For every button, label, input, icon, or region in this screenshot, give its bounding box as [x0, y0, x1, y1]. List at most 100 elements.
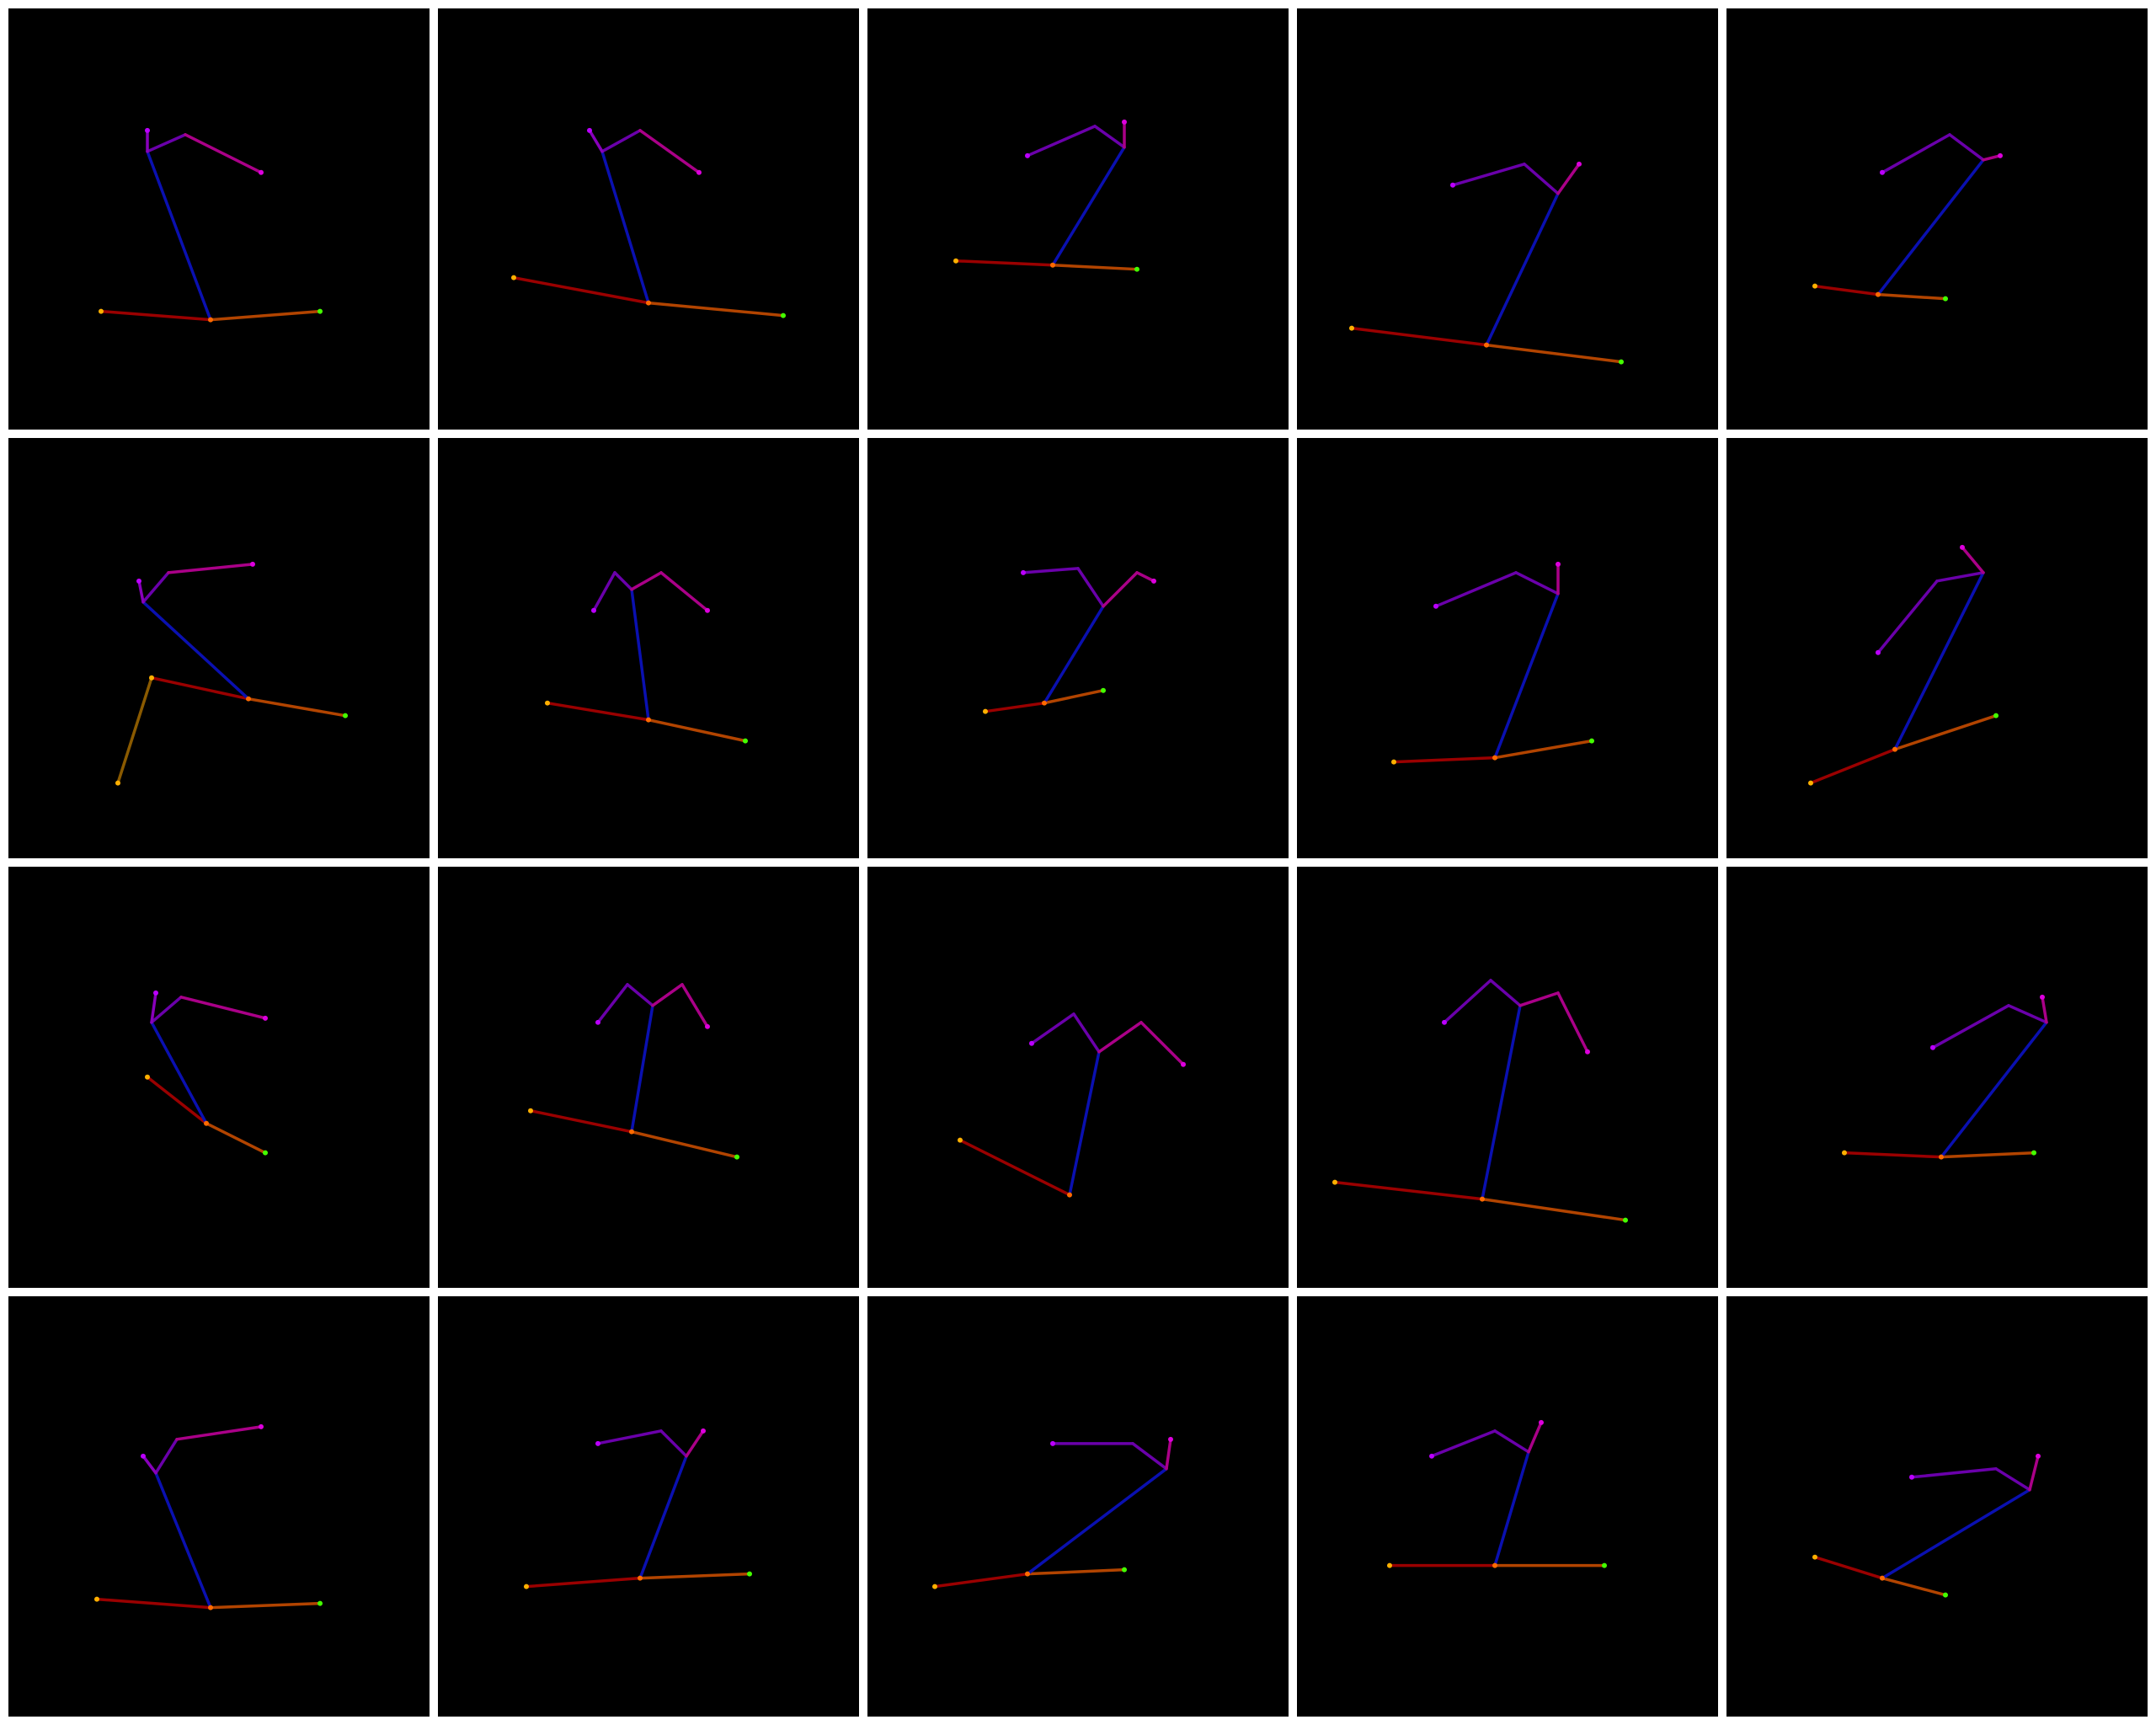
pose-joint [953, 258, 958, 264]
pose-limb [1876, 292, 1947, 301]
pose-joint [343, 713, 348, 718]
pose-limb [1940, 1021, 2048, 1159]
pose-limb [529, 1108, 633, 1134]
pose-joint [1808, 780, 1813, 786]
pose-limb [1994, 1466, 2031, 1492]
pose-joint [781, 312, 786, 318]
pose-limb [613, 570, 633, 591]
pose-panel [438, 867, 859, 1288]
pose-limb [1051, 146, 1126, 267]
pose-joint [1842, 1150, 1847, 1156]
pose-limb [685, 1429, 705, 1458]
pose-limb [630, 570, 663, 591]
pose-limb [1443, 979, 1492, 1024]
pose-joint [1876, 649, 1881, 655]
pose-limb [1131, 1441, 1168, 1471]
pose-joint [932, 1583, 937, 1589]
pose-limb [1809, 747, 1897, 784]
pose-joint [524, 1583, 529, 1589]
pose-joint [2031, 1150, 2036, 1156]
pose-joint [1993, 713, 1999, 718]
pose-joint [1492, 1562, 1497, 1568]
pose-limb [150, 991, 157, 1024]
pose-joint [701, 1428, 706, 1434]
pose-joint [1484, 342, 1489, 348]
pose-joint [705, 607, 710, 613]
pose-limb [596, 983, 629, 1024]
pose-joint [528, 1108, 533, 1114]
pose-joint [1134, 266, 1139, 272]
pose-limb [680, 983, 709, 1028]
pose-joint [1577, 161, 1582, 167]
pose-limb [137, 579, 145, 604]
pose-limb [1876, 579, 1939, 654]
pose-limb [141, 570, 170, 604]
pose-joint [629, 1129, 634, 1135]
pose-joint [318, 308, 323, 314]
pose-joint [1812, 283, 1817, 289]
pose-panel [867, 8, 1289, 430]
pose-limb [659, 570, 709, 612]
pose-limb [1893, 570, 1985, 750]
pose-limb [1527, 1420, 1543, 1454]
pose-joint [1880, 1575, 1885, 1581]
pose-limb [1493, 1450, 1530, 1567]
pose-limb [2028, 1454, 2040, 1492]
stick-figure-pose [94, 1423, 323, 1610]
pose-joint [587, 127, 592, 133]
pose-limb [1523, 163, 1560, 195]
pose-limb [1514, 570, 1560, 595]
pose-panel [867, 437, 1289, 858]
pose-panel [1726, 867, 2148, 1288]
pose-joint [1101, 687, 1106, 693]
pose-limb [116, 676, 153, 784]
stick-figure-pose [115, 561, 348, 786]
pose-limb [1481, 1004, 1522, 1201]
pose-panel [8, 867, 430, 1288]
pose-limb [1392, 756, 1497, 763]
stick-figure-pose [1349, 161, 1624, 365]
pose-limb [154, 1471, 212, 1609]
pose-limb [1881, 1576, 1947, 1596]
pose-limb [1026, 1466, 1168, 1575]
pose-limb [984, 701, 1046, 713]
pose-joint [1939, 1154, 1944, 1160]
pose-joint [743, 738, 748, 744]
pose-limb [175, 1424, 263, 1441]
pose-limb [958, 1138, 1071, 1197]
pose-limb [638, 129, 701, 174]
pose-limb [1076, 566, 1105, 608]
pose-limb [154, 1437, 179, 1475]
pose-limb [1493, 1429, 1530, 1454]
pose-joint [1067, 1192, 1072, 1198]
pose-limb [141, 600, 250, 700]
pose-joint [1029, 1040, 1034, 1046]
pose-panel [1726, 8, 2148, 430]
pose-limb [95, 1597, 212, 1609]
pose-limb [1982, 154, 2002, 162]
pose-joint [1050, 262, 1055, 268]
pose-limb [2041, 996, 2048, 1024]
pose-joint [1943, 1592, 1948, 1598]
pose-limb [588, 129, 604, 153]
pose-joint [1122, 119, 1127, 125]
pose-joint [1892, 746, 1897, 752]
pose-joint [208, 317, 213, 323]
pose-limb [1072, 1012, 1101, 1054]
pose-limb [1910, 1466, 1998, 1479]
pose-joint [1433, 603, 1438, 609]
stick-figure-pose [958, 1012, 1186, 1198]
stick-figure-pose [1808, 544, 1999, 786]
pose-joint [250, 561, 255, 567]
pose-joint [94, 1596, 99, 1602]
pose-joint [1025, 1571, 1030, 1577]
stick-figure-pose [528, 983, 739, 1160]
pose-joint [1556, 561, 1561, 567]
pose-panel [1297, 437, 1718, 858]
pose-joint [1619, 359, 1624, 365]
pose-joint [646, 717, 651, 723]
pose-joint [1539, 1419, 1544, 1425]
pose-joint [591, 607, 596, 613]
pose-joint [747, 1571, 752, 1577]
pose-joint [1943, 296, 1948, 302]
